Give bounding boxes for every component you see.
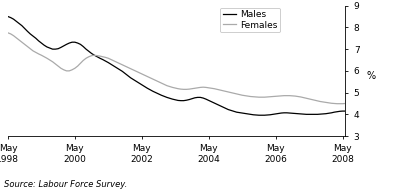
Males: [190, 98, 195, 100]
Males: [114, 67, 119, 69]
Line: Males: Males: [8, 17, 345, 115]
Females: [220, 90, 225, 92]
Females: [318, 100, 323, 103]
Text: Source: Labour Force Survey.: Source: Labour Force Survey.: [4, 180, 127, 189]
Females: [114, 61, 119, 63]
Females: [335, 103, 339, 105]
Males: [220, 106, 225, 108]
Males: [84, 48, 89, 50]
Males: [335, 111, 339, 113]
Y-axis label: %: %: [366, 71, 375, 81]
Females: [343, 102, 348, 105]
Females: [190, 88, 195, 90]
Males: [256, 114, 261, 116]
Males: [343, 110, 348, 112]
Males: [6, 15, 10, 18]
Females: [332, 102, 337, 105]
Legend: Males, Females: Males, Females: [220, 8, 280, 32]
Line: Females: Females: [8, 33, 345, 104]
Females: [84, 57, 89, 59]
Males: [321, 113, 326, 115]
Females: [6, 32, 10, 34]
